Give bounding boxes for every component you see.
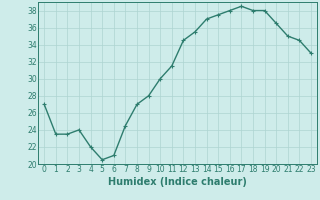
X-axis label: Humidex (Indice chaleur): Humidex (Indice chaleur) [108,177,247,187]
